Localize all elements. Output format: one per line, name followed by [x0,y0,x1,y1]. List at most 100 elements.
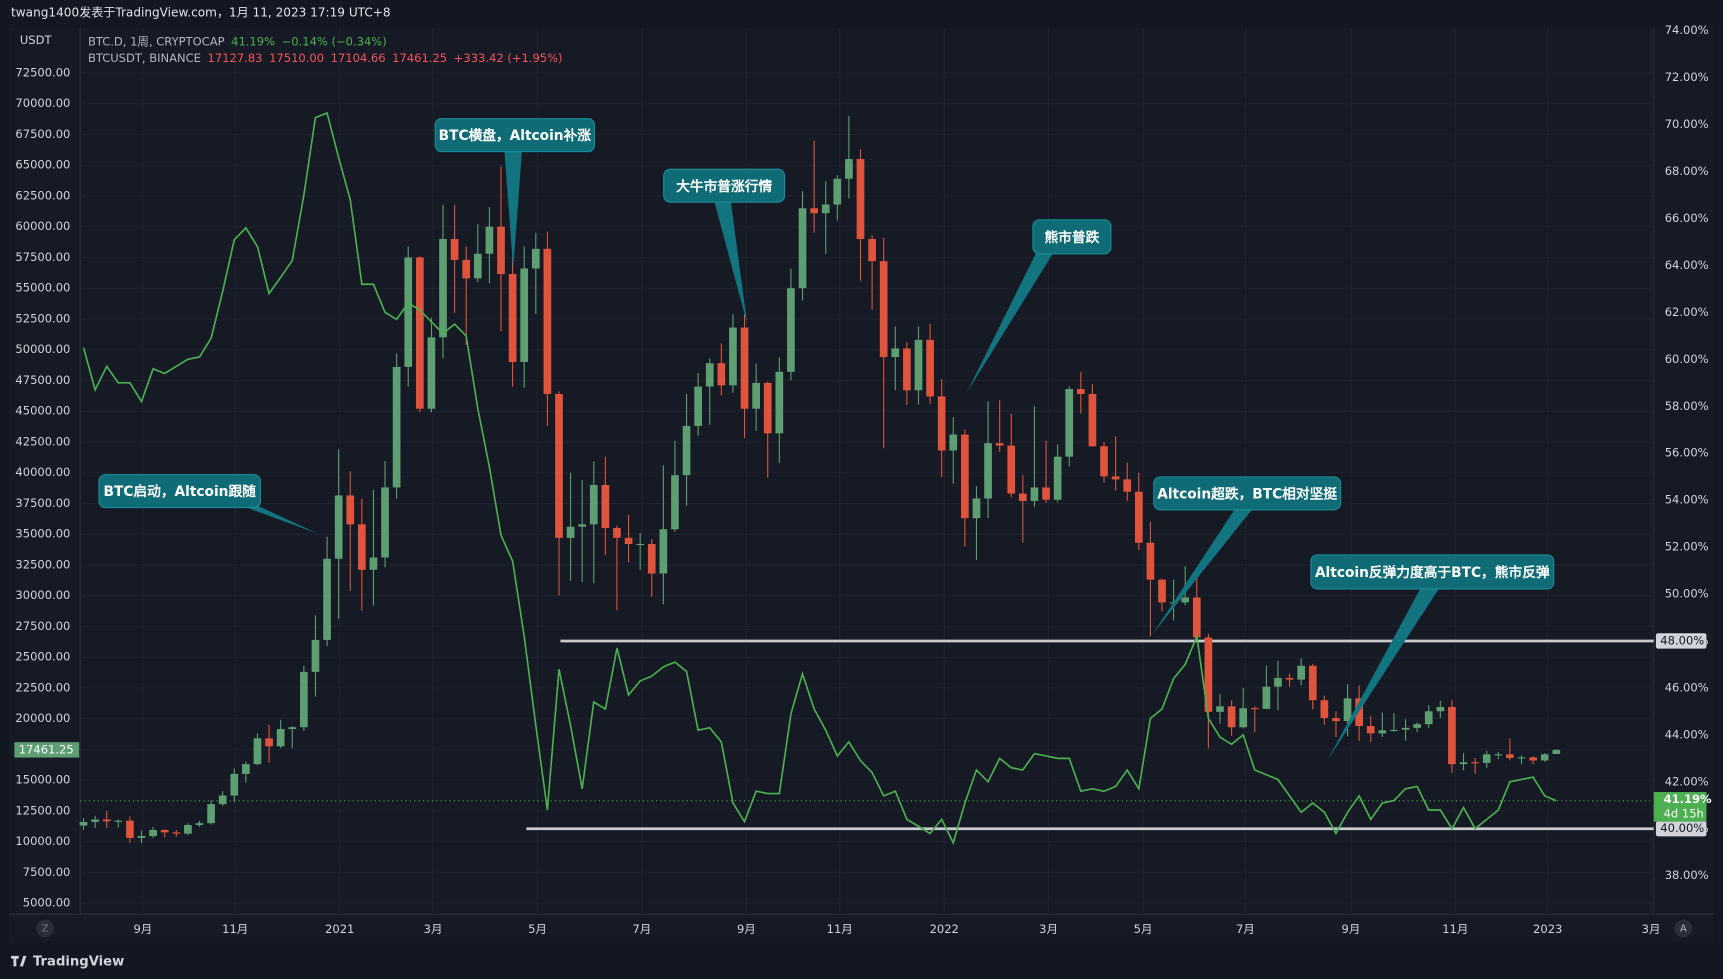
callout: Altcoin反弹力度高于BTC，熊市反弹 [1310,554,1555,761]
callout-text: Altcoin超跌，BTC相对坚挺 [1157,485,1337,502]
callout-box [1153,476,1342,511]
y-tick-label: 45000.00 [15,404,70,418]
candle-body [1007,445,1016,494]
candle-body [879,261,888,358]
x-tick-label: 2022 [930,922,959,936]
callout: 熊市普跌 [966,219,1112,393]
candle-body [184,825,192,834]
candle-body [1482,754,1491,763]
candle-body [1158,579,1166,603]
x-tick-label: 11月 [1442,922,1468,936]
candle-body [508,274,517,362]
x-tick-label: 2023 [1533,922,1562,936]
callout: BTC横盘，Altcoin补涨 [434,118,596,270]
candle-body [218,795,227,805]
candle-body [1297,665,1306,680]
candle-body [1088,393,1097,447]
last-value-bg [1653,792,1707,822]
button-bg[interactable] [36,919,54,938]
callout-text: 熊市普跌 [1044,229,1099,246]
candle-body [114,820,123,822]
candle-body [381,487,389,558]
button-bg[interactable] [1674,919,1693,938]
legend-name: BTC.D, 1周, CRYPTOCAP [88,34,225,48]
candle-body [1100,446,1108,477]
x-tick-label: 9月 [133,922,152,936]
y-tick-label: 37500.00 [15,496,70,510]
candle-body [810,208,818,214]
button-label[interactable]: A [1680,923,1687,934]
candle-body [1459,762,1468,765]
legend-value: 17127.83 [208,51,263,65]
callout-text: BTC横盘，Altcoin补涨 [439,127,592,144]
candle-body [984,443,992,499]
legend-value: +333.42 (+1.95%) [454,51,563,65]
candle-body [1320,700,1329,719]
candle-body [624,537,633,544]
y-tick-label: 55000.00 [15,281,70,295]
y-tick-label: 22500.00 [15,680,70,694]
candle-body [1030,487,1039,501]
candle-body [242,764,250,774]
y-tick-label: 72500.00 [15,65,70,79]
y2-tick-label: 62.00% [1665,305,1709,319]
callout-text: Altcoin反弹力度高于BTC，熊市反弹 [1315,564,1550,581]
x-tick-label: 5月 [1134,922,1153,936]
y2-tick-label: 72.00% [1665,70,1709,84]
y-tick-label: 20000.00 [15,711,70,725]
y-tick-label: 25000.00 [15,650,70,664]
candle-body [1076,389,1085,394]
candle-body [520,268,529,362]
header: twang1400发表于TradingView.com，1月 11, 2023 … [11,5,391,20]
y-tick-label: 35000.00 [15,527,70,541]
y2-tick-label: 70.00% [1665,117,1709,131]
candle-body [1285,678,1294,680]
candle-body [1517,757,1526,759]
legend-entry: BTCUSDT, BINANCE 17127.83 17510.00 17104.66… [88,51,563,65]
candle-body [891,348,900,358]
y2-tick-label: 74.00% [1665,23,1709,37]
y-tick-label: 60000.00 [15,219,70,233]
candle-body [1111,476,1120,480]
candle-body [415,257,424,409]
callout: 大牛市普涨行情 [663,168,786,325]
last-value-label: 41.19% [1664,792,1712,806]
level-label-bg [1655,821,1707,837]
line-series [82,111,1557,846]
candle-body [427,337,436,409]
candle-body [1262,686,1271,709]
candle-body [137,836,146,838]
candle-body [1378,730,1387,734]
callout-box [1310,554,1555,590]
candle-body [91,819,99,822]
candle-body [926,339,934,397]
callout-pointer [504,150,522,270]
candle-body [1146,542,1155,580]
candle-body [763,382,772,434]
candle-body [195,823,204,826]
button-label[interactable]: Z [42,923,49,934]
callout-box [98,474,262,509]
price-label: 17461.25 [19,742,74,756]
auto-scale-button[interactable]: A [1674,919,1693,938]
candle-body [1308,665,1317,701]
y-tick-label: 42500.00 [15,434,70,448]
candle-body [207,804,215,824]
candle-body [288,727,297,730]
candle-body [856,159,865,239]
y-tick-label: 10000.00 [15,834,70,848]
candle-body [1540,754,1549,761]
zoom-button[interactable]: Z [36,919,54,938]
candle-body [868,238,876,262]
candle-body [369,557,378,570]
y-tick-label: 15000.00 [15,773,70,787]
x-tick-label: 5月 [528,922,547,936]
y-tick-label: 50000.00 [15,342,70,356]
candle-body [995,443,1004,446]
y2-tick-label: 38.00% [1665,868,1709,882]
callout-box [663,168,786,203]
candle-body [949,434,958,451]
y-tick-label: 57500.00 [15,250,70,264]
y2-tick-label: 68.00% [1665,164,1709,178]
legend-value: 41.19% [231,34,275,48]
